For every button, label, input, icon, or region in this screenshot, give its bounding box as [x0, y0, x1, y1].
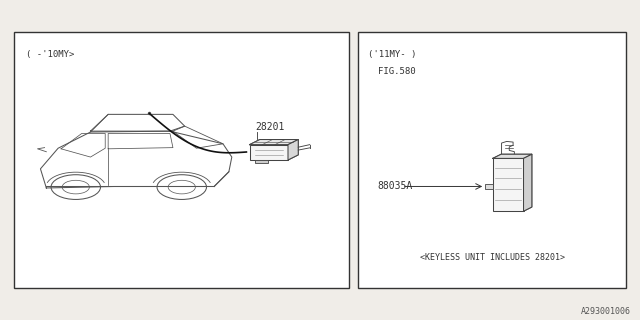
Text: A293001006: A293001006 [580, 307, 630, 316]
Bar [250, 145, 288, 160]
Text: 28201: 28201 [255, 122, 285, 132]
Bar [493, 158, 524, 211]
Text: ( -'10MY>: ( -'10MY> [26, 50, 74, 59]
Text: 88035A: 88035A [378, 181, 413, 191]
Bar [485, 184, 493, 189]
Bar [14, 32, 349, 288]
Text: FIG.580: FIG.580 [378, 67, 415, 76]
Polygon shape [250, 140, 298, 145]
Bar [255, 160, 268, 163]
Polygon shape [288, 140, 298, 160]
Polygon shape [524, 154, 532, 211]
Bar [358, 32, 626, 288]
Text: ('11MY- ): ('11MY- ) [368, 50, 417, 59]
Polygon shape [493, 154, 532, 158]
Text: <KEYLESS UNIT INCLUDES 28201>: <KEYLESS UNIT INCLUDES 28201> [420, 253, 564, 262]
